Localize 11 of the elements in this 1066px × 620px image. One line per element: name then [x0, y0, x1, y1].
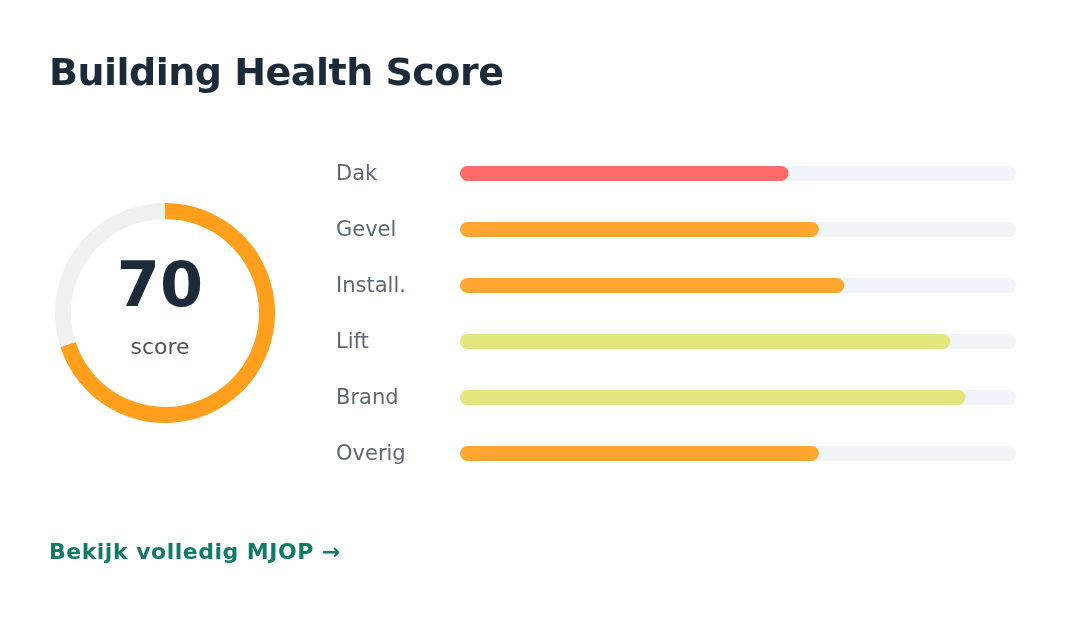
y-tick-label: Brand	[336, 385, 399, 409]
chart-title: Building Health Score	[49, 50, 504, 94]
y-tick-label: Gevel	[336, 217, 397, 241]
text: Bekijk volledig MJOP →	[49, 539, 341, 564]
text: score	[129, 334, 191, 359]
y-tick-label: Lift	[336, 329, 369, 353]
y-tick-label: Dak	[336, 161, 379, 185]
data-label: 70	[115, 248, 205, 321]
y-tick-label: Install.	[336, 273, 406, 297]
donut-slice	[60, 203, 275, 423]
y-tick-label: Overig	[336, 441, 406, 465]
